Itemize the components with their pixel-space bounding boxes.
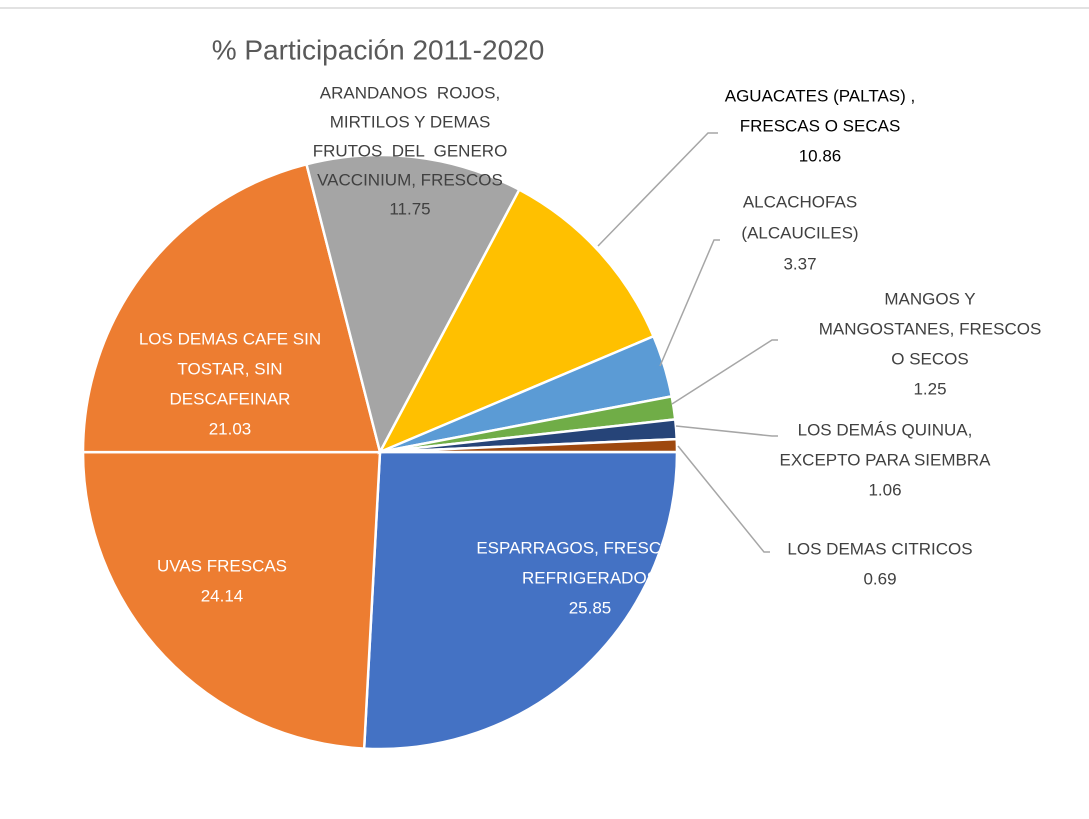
label-line: MANGOSTANES, FRESCOS (819, 319, 1042, 338)
label-line: FRESCAS O SECAS (740, 116, 901, 135)
label-line: LOS DEMAS CITRICOS (787, 539, 972, 558)
data-label: LOS DEMAS CAFE SIN TOSTAR, SIN DESCAFEINAR… (139, 329, 321, 438)
value-label: 0.69 (863, 569, 896, 588)
label-line: FRUTOS DEL GENERO (313, 141, 508, 160)
label-line: DESCAFEINAR (170, 389, 291, 408)
label-line: VACCINIUM, FRESCOS (317, 170, 503, 189)
value-label: 25.85 (569, 598, 612, 617)
label-line: (ALCAUCILES) (741, 223, 858, 242)
pie-slice (379, 437, 679, 454)
data-label: MANGOS Y MANGOSTANES, FRESCOS O SECOS 1.25 (819, 289, 1042, 398)
label-line: LOS DEMAS CAFE SIN (139, 329, 321, 348)
data-label: ARANDANOS ROJOS, MIRTILOS Y DEMAS FRUTOS D… (313, 83, 508, 218)
pie-slice (81, 162, 382, 454)
label-line: LOS DEMÁS QUINUA, (798, 420, 973, 439)
value-label: 1.25 (913, 379, 946, 398)
data-label: LOS DEMÁS QUINUA, EXCEPTO PARA SIEMBRA 1.0… (780, 420, 992, 499)
chart-title: % Participación 2011-2020 (212, 34, 545, 65)
pie-slice (377, 188, 656, 455)
pie-slice (362, 450, 679, 751)
value-label: 1.06 (868, 480, 901, 499)
leader-line (597, 132, 718, 247)
leader-line (677, 445, 770, 553)
pie (81, 153, 679, 751)
data-label: ESPARRAGOS, FRESCOS O REFRIGERADOS 25.85 (476, 538, 703, 617)
leader-line (675, 425, 778, 437)
value-label: 10.86 (799, 146, 842, 165)
label-line: ESPARRAGOS, FRESCOS O (476, 538, 703, 557)
data-label: AGUACATES (PALTAS) , FRESCAS O SECAS 10.86 (725, 86, 916, 165)
label-line: ALCACHOFAS (743, 192, 857, 211)
value-label: 11.75 (389, 199, 430, 218)
label-line: TOSTAR, SIN (177, 359, 282, 378)
leader-line (659, 239, 720, 367)
leader-line (671, 339, 778, 405)
data-label: ALCACHOFAS (ALCAUCILES) 3.37 (741, 192, 858, 273)
leader-lines (597, 132, 778, 553)
value-label: 3.37 (783, 254, 816, 273)
label-line: AGUACATES (PALTAS) , (725, 86, 916, 105)
data-label: UVAS FRESCAS 24.14 (157, 556, 287, 605)
data-label: LOS DEMAS CITRICOS 0.69 (787, 539, 972, 588)
label-line: EXCEPTO PARA SIEMBRA (780, 450, 992, 469)
pie-slice (81, 450, 382, 750)
label-line: REFRIGERADOS (522, 568, 658, 587)
value-label: 21.03 (209, 419, 252, 438)
pie-slice (304, 153, 521, 456)
label-line: MIRTILOS Y DEMAS (330, 112, 491, 131)
label-line: O SECOS (891, 349, 968, 368)
label-line: ARANDANOS ROJOS, (320, 83, 500, 102)
value-label: 24.14 (201, 586, 244, 605)
label-line: MANGOS Y (884, 289, 975, 308)
label-line: UVAS FRESCAS (157, 556, 287, 575)
